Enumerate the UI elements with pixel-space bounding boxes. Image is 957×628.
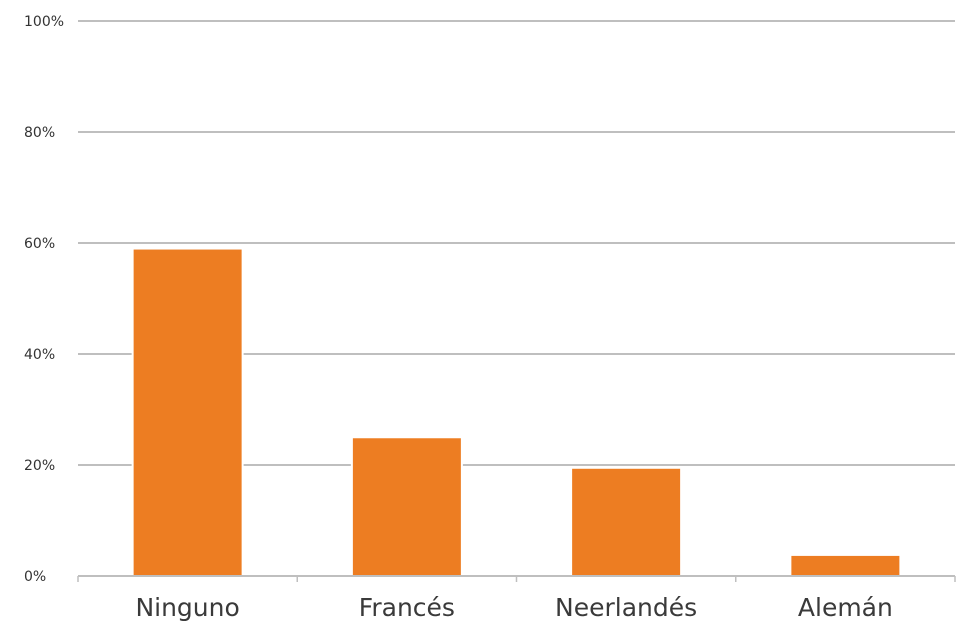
bar-alemán bbox=[789, 553, 902, 577]
x-axis bbox=[77, 575, 956, 582]
x-tick-label: Francés bbox=[359, 593, 455, 622]
y-axis-tick-labels: 0% 20% 40% 60% 80% 100% bbox=[24, 14, 64, 585]
y-tick-label: 100% bbox=[24, 14, 64, 30]
x-axis-tick-labels: Ninguno Francés Neerlandés Alemán bbox=[135, 593, 892, 622]
y-tick-label: 40% bbox=[24, 347, 55, 363]
x-tick-label: Alemán bbox=[798, 593, 893, 622]
y-tick-label: 0% bbox=[24, 569, 46, 585]
bar-francés bbox=[350, 436, 463, 577]
bar-neerlandés bbox=[570, 466, 683, 577]
y-tick-label: 80% bbox=[24, 125, 55, 141]
bar-ninguno bbox=[131, 247, 244, 578]
x-tick-label: Neerlandés bbox=[555, 593, 697, 622]
y-tick-label: 20% bbox=[24, 458, 55, 474]
x-tick-label: Ninguno bbox=[135, 593, 239, 622]
bars bbox=[131, 247, 902, 578]
y-tick-label: 60% bbox=[24, 236, 55, 252]
